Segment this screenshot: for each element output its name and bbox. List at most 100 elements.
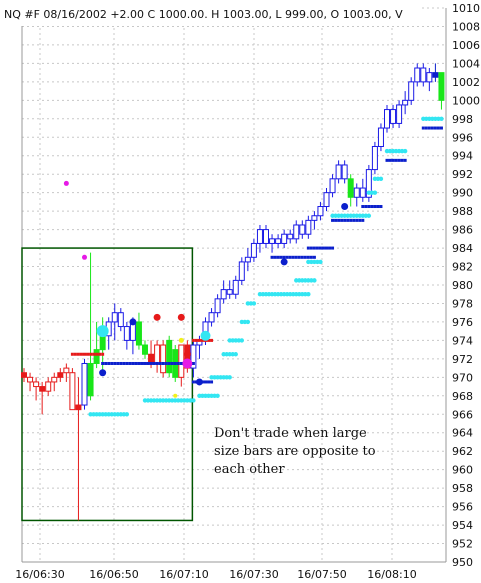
y-tick-label: 950 [452,556,473,569]
bar-body [45,381,52,392]
indicator-dash [379,205,383,209]
indicator-dot [360,213,365,218]
indicator-dot [315,259,320,265]
indicator-dot [248,301,254,306]
indicator-dot [306,278,311,283]
indicator-dot [275,292,281,297]
indicator-dot [200,393,205,398]
price-bar [69,368,76,411]
y-tick-label: 992 [452,168,473,181]
signal-marker [129,318,137,326]
indicator-dot [88,412,93,417]
indicator-dash [340,218,344,222]
indicator-dot [366,213,372,218]
bar-body [281,233,288,244]
price-bar [27,372,34,392]
indicator-dot [121,412,127,417]
indicator-dot [345,213,350,218]
y-tick-label: 994 [452,150,473,163]
y-axis-labels: 950 952 954 956 958 960 962 964 966 968 970 972 974 9… [452,2,480,569]
indicator-dash [207,380,211,384]
bar-body [414,67,421,83]
indicator-dash [346,218,350,222]
price-bar [329,174,336,198]
bar-body [293,224,300,240]
price-bar [87,252,94,401]
indicator-dash [191,338,195,342]
y-tick-label: 980 [452,279,473,292]
price-bar [269,234,276,253]
indicator-dot [342,213,347,218]
indicator-dash [137,361,141,365]
indicator-dash [116,361,120,365]
price-bar [117,308,124,332]
bar-body [287,233,294,240]
signal-marker [200,330,211,341]
indicator-dash [146,361,150,365]
indicator-dash [270,255,274,259]
bar-body [142,344,148,355]
indicator-dash [315,246,319,250]
bar-body [87,362,94,397]
indicator-dot [297,292,302,297]
price-bar [293,220,300,244]
y-tick-label: 998 [452,113,473,126]
y-tick-label: 986 [452,224,473,237]
indicator-dash [197,338,201,342]
price-bar [256,224,263,253]
indicator-dot [151,398,157,403]
indicator-dot [357,213,362,218]
indicator-dot [260,292,266,297]
y-tick-label: 1000 [452,94,480,107]
indicator-dot [257,292,263,297]
indicator-dot [421,116,426,122]
bar-body [365,169,372,198]
bar-body [33,381,40,388]
bar-body [27,376,34,383]
signal-marker [183,350,191,358]
indicator-dash [388,158,392,162]
indicator-dash [328,246,332,250]
indicator-dot [239,319,244,325]
indicator-dash [403,158,407,162]
indicator-dash [101,361,105,365]
indicator-dot [94,412,99,417]
indicator-dash [194,338,198,342]
indicator-dash [191,361,195,365]
price-bar [390,104,397,129]
signal-marker [182,358,193,369]
indicator-dash [95,352,99,356]
indicator-dash [70,352,74,356]
indicator-dash [170,361,174,365]
bar-body [263,229,269,244]
indicator-dash [318,246,322,250]
indicator-dash [79,352,83,356]
indicator-dot [339,213,344,218]
indicator-dot [312,259,317,265]
price-bar [51,372,58,392]
signal-marker [63,180,69,186]
bar-body [384,109,390,129]
bar-body [347,178,354,198]
bar-body [208,312,215,323]
bar-body [438,72,445,101]
indicator-dot [384,148,390,154]
bar-body [69,372,76,411]
indicator-dash [436,126,440,130]
bar-body [305,219,312,235]
indicator-dash [119,361,123,365]
indicator-dot [402,148,408,154]
indicator-dot [318,259,323,265]
indicator-dot [433,116,438,122]
signal-markers [63,180,349,398]
indicator-dash [309,255,313,259]
indicator-dash [98,352,102,356]
price-bar [347,174,354,207]
signal-marker [341,203,349,211]
indicator-dot [167,398,172,403]
price-bar [214,294,221,318]
bar-body [154,344,161,364]
bar-body [371,146,378,171]
price-bar [250,238,257,262]
indicator-dot [309,278,314,283]
